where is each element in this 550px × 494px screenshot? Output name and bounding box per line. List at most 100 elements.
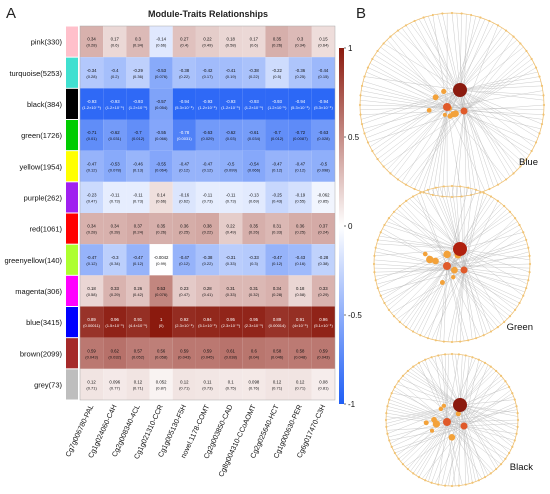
cell-value: -0.34 — [87, 68, 97, 73]
heatmap-cell — [172, 275, 196, 307]
cell-pvalue: (0.038) — [224, 354, 237, 359]
panel-label-b: B — [356, 5, 366, 22]
cell-value: 0.59 — [203, 348, 212, 353]
cell-value: -0.53 — [156, 68, 166, 73]
cell-value: 0.59 — [87, 348, 96, 353]
network-edge — [459, 89, 490, 190]
network-edge — [389, 399, 465, 427]
cell-pvalue: (0.28) — [86, 43, 97, 48]
network-edge — [446, 358, 476, 423]
network-edge — [463, 110, 524, 164]
network-edge — [363, 81, 448, 108]
network-edge — [441, 404, 461, 486]
cell-value: -0.63 — [319, 130, 329, 135]
heatmap-cell — [219, 368, 243, 400]
module-swatch — [66, 151, 78, 182]
cell-pvalue: (0.066) — [248, 167, 261, 172]
cell-pvalue: (0.34) — [133, 43, 144, 48]
network-edge — [405, 425, 465, 467]
network-edge — [421, 425, 465, 479]
cell-value: -0.4 — [111, 68, 119, 73]
heatmap-cell — [311, 368, 335, 400]
network-edge — [459, 362, 486, 406]
cell-value: 0.56 — [157, 348, 166, 353]
cell-value: -0.0042 — [154, 255, 169, 260]
cell-value: 0.3 — [297, 37, 304, 42]
heatmap-cell — [219, 337, 243, 369]
network-edge — [459, 248, 505, 323]
cell-value: 0.53 — [157, 286, 166, 291]
heatmap-cell — [80, 26, 104, 58]
cell-value: 0.12 — [134, 379, 143, 384]
heatmap-cell — [149, 26, 173, 58]
network-edge — [446, 17, 481, 108]
network-edge — [459, 33, 511, 91]
network-node — [423, 420, 429, 426]
heatmap-cell — [195, 26, 220, 58]
heatmap-cell — [195, 150, 220, 182]
heatmap-cell — [288, 275, 312, 307]
cell-pvalue: (0.12) — [86, 261, 97, 266]
network-edge — [393, 33, 465, 112]
network-edge — [463, 425, 511, 451]
network-edge — [409, 265, 448, 330]
row-label: green(1726) — [21, 131, 62, 140]
cell-pvalue: (4.4×10⁻⁵) — [129, 323, 148, 328]
cell-pvalue: (0.046) — [271, 354, 284, 359]
network-edge — [459, 355, 466, 406]
network-edge — [398, 421, 448, 459]
module-swatch — [66, 88, 78, 119]
network-node — [442, 112, 447, 117]
heatmap-cell — [195, 119, 220, 151]
network-edge — [446, 224, 520, 267]
cell-pvalue: (0.12) — [86, 167, 97, 172]
module-swatch — [66, 307, 78, 338]
network-edge — [459, 357, 473, 406]
network-edge — [459, 404, 473, 483]
network-edge — [459, 399, 515, 406]
cell-pvalue: (5.1×10⁻⁶) — [314, 323, 333, 328]
cell-pvalue: (0.73) — [110, 198, 121, 203]
cell-pvalue: (0.3) — [250, 261, 259, 266]
cell-value: 0.62 — [111, 348, 120, 353]
cell-pvalue: (0.29) — [110, 292, 121, 297]
cell-pvalue: (5.3×10⁻⁶) — [314, 105, 333, 110]
cell-pvalue: (0.22) — [179, 74, 190, 79]
network-black: Black — [384, 352, 533, 488]
network-edge — [410, 110, 465, 188]
heatmap-cell — [242, 213, 266, 245]
cell-pvalue: (2.3×10⁻⁵) — [175, 323, 194, 328]
network-edge — [446, 196, 492, 267]
heatmap-cell — [126, 306, 150, 338]
cell-pvalue: (2.3×10⁻⁶) — [221, 323, 240, 328]
network-edge — [446, 354, 449, 423]
network-edge — [372, 89, 461, 152]
cell-value: -0.41 — [226, 68, 236, 73]
network-edge — [459, 361, 483, 406]
network-edge — [386, 404, 461, 424]
network-node — [426, 107, 432, 113]
cell-value: 0.36 — [296, 224, 305, 229]
row-labels: pink(330) turquoise(5253) black(384) green(… — [4, 38, 62, 390]
network-edge — [388, 218, 465, 271]
network-edge — [459, 370, 497, 406]
network-edge — [459, 89, 540, 134]
heatmap-cell — [80, 337, 104, 369]
heatmap-cell — [195, 337, 220, 369]
cell-value: -0.47 — [133, 255, 143, 260]
network-edge — [438, 421, 448, 485]
heatmap-cell — [126, 244, 150, 276]
cell-value: -0.47 — [87, 255, 97, 260]
cell-value: 0.34 — [111, 224, 120, 229]
network-edge — [463, 110, 472, 196]
heatmap-cell — [172, 88, 196, 120]
network-edge — [386, 409, 448, 423]
cell-pvalue: (0.36) — [133, 74, 144, 79]
heatmap-cell — [288, 244, 312, 276]
cell-pvalue: (0.22) — [202, 261, 213, 266]
module-swatch — [66, 369, 78, 400]
module-color-bar — [66, 26, 78, 400]
network-edge — [446, 239, 527, 267]
network-edge — [428, 106, 448, 194]
network-edge — [459, 404, 504, 462]
